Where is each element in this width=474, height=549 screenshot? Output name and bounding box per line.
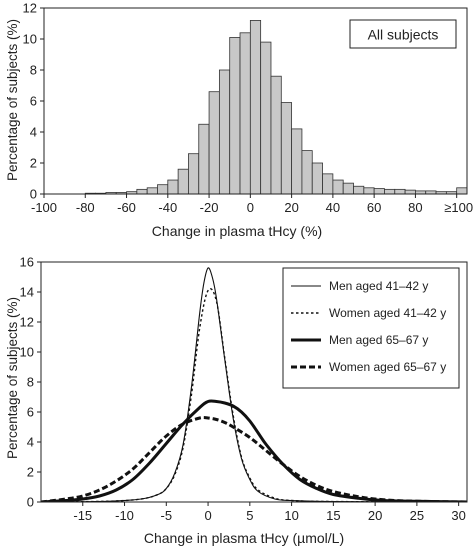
histogram-bar — [177, 168, 189, 195]
histogram-x-tick-label: -20 — [200, 200, 219, 215]
histogram-bars — [84, 19, 468, 195]
series-line-1 — [41, 267, 467, 502]
histogram-bar — [311, 162, 323, 195]
histogram-bar — [249, 19, 262, 195]
histogram-bar — [342, 182, 354, 195]
histogram-bar — [456, 187, 468, 195]
histogram-bar — [198, 123, 210, 195]
legend-label-2: Women aged 41–42 y — [329, 306, 446, 320]
density-panel: 0 2 4 6 8 10 12 14 16 -15 -10 -5 0 5 10 15 20 25 30 Men ag… — [5, 255, 468, 546]
density-x-tick-label: 15 — [326, 508, 340, 523]
histogram-bar — [280, 102, 293, 195]
density-x-tick-label: 10 — [284, 508, 298, 523]
histogram-x-label: Change in plasma tHcy (%) — [152, 223, 322, 239]
density-y-tick-label: 4 — [27, 435, 34, 450]
density-x-label: Change in plasma tHcy (µmol/L) — [144, 530, 344, 546]
histogram-x-tick-label-last: ≥100 — [444, 200, 473, 215]
histogram-x-tick-label: 20 — [284, 200, 298, 215]
histogram-y-tick-label: 2 — [30, 156, 37, 171]
density-x-tick-label: -10 — [115, 508, 134, 523]
histogram-bar — [384, 188, 396, 195]
all-subjects-box: All subjects — [349, 19, 457, 49]
density-x-tick-label: -15 — [73, 508, 92, 523]
legend-label-1: Men aged 41–42 y — [329, 279, 428, 293]
density-y-tick-label: 8 — [27, 375, 34, 390]
histogram-bar — [301, 150, 313, 195]
density-lines — [41, 267, 467, 502]
histogram-bar — [208, 91, 220, 195]
histogram-bar — [353, 185, 365, 195]
density-y-tick-label: 14 — [20, 285, 34, 300]
density-x-tick-label: 0 — [204, 508, 211, 523]
histogram-bar — [363, 187, 375, 195]
legend: Men aged 41–42 y Women aged 41–42 y Men ag… — [282, 267, 460, 389]
histogram-x-tick-label: 60 — [367, 200, 381, 215]
histogram-bar — [394, 188, 406, 195]
histogram-x-tick-label: 80 — [408, 200, 422, 215]
histogram-bar — [157, 184, 169, 195]
histogram-y-tick-label: 4 — [30, 125, 37, 140]
histogram-bar — [260, 41, 272, 195]
density-y-label: Percentage of subjects (%) — [5, 297, 20, 459]
histogram-y-tick-label: 12 — [23, 1, 37, 16]
histogram-y-tick-label: 6 — [30, 94, 37, 109]
histogram-y-tick-label: 10 — [23, 32, 37, 47]
density-y-tick-label: 16 — [20, 255, 34, 270]
histogram-x-tick-label: -60 — [117, 200, 136, 215]
density-x-tick-label: 5 — [246, 508, 253, 523]
histogram-x-tick-label: -100 — [31, 200, 57, 215]
histogram-bar — [218, 69, 231, 195]
density-x-tick-label: -5 — [161, 508, 173, 523]
histogram-bar — [332, 179, 344, 195]
density-x-tick-label: 20 — [368, 508, 382, 523]
density-y-tick-label: 10 — [20, 345, 34, 360]
legend-label-3: Men aged 65–67 y — [329, 333, 428, 347]
histogram-bar — [239, 32, 251, 195]
density-y-tick-label: 2 — [27, 465, 34, 480]
series-line-4 — [41, 415, 467, 502]
histogram-x-tick-label: -40 — [158, 200, 177, 215]
histogram-x-tick-label: 0 — [247, 200, 254, 215]
density-y-tick-label: 12 — [20, 315, 34, 330]
histogram-bar — [322, 173, 334, 195]
histogram-x-tick-label: 40 — [326, 200, 340, 215]
histogram-y-tick-label: 0 — [30, 187, 37, 202]
series-line-3 — [41, 399, 467, 502]
histogram-y-tick-label: 8 — [30, 63, 37, 78]
density-x-tick-label: 30 — [451, 508, 465, 523]
histogram-bar — [270, 75, 282, 195]
histogram-bar — [229, 37, 241, 195]
histogram-x-tick-label: -80 — [76, 200, 95, 215]
all-subjects-label: All subjects — [368, 27, 439, 43]
histogram-bar — [404, 189, 416, 195]
histogram-panel: 0 2 4 6 8 10 12 -100 -80 -60 -40 -20 0 20 40 60 80 ≥100 A… — [5, 1, 473, 240]
legend-label-4: Women aged 65–67 y — [329, 360, 446, 374]
histogram-ticks: 0 2 4 6 8 10 12 -100 -80 -60 -40 -20 0 20 40 60 80 ≥100 — [23, 1, 474, 216]
histogram-bar — [146, 187, 158, 195]
density-y-tick-label: 0 — [27, 495, 34, 510]
density-y-tick-label: 6 — [27, 405, 34, 420]
histogram-bar — [167, 179, 179, 195]
density-x-tick-label: 25 — [410, 508, 424, 523]
histogram-bar — [188, 153, 200, 195]
histogram-bar — [291, 128, 303, 195]
density-ticks: 0 2 4 6 8 10 12 14 16 -15 -10 -5 0 5 10 15 20 25 30 — [20, 255, 466, 524]
histogram-bar — [136, 188, 148, 195]
histogram-bar — [373, 188, 385, 195]
histogram-y-label: Percentage of subjects (%) — [5, 19, 20, 181]
